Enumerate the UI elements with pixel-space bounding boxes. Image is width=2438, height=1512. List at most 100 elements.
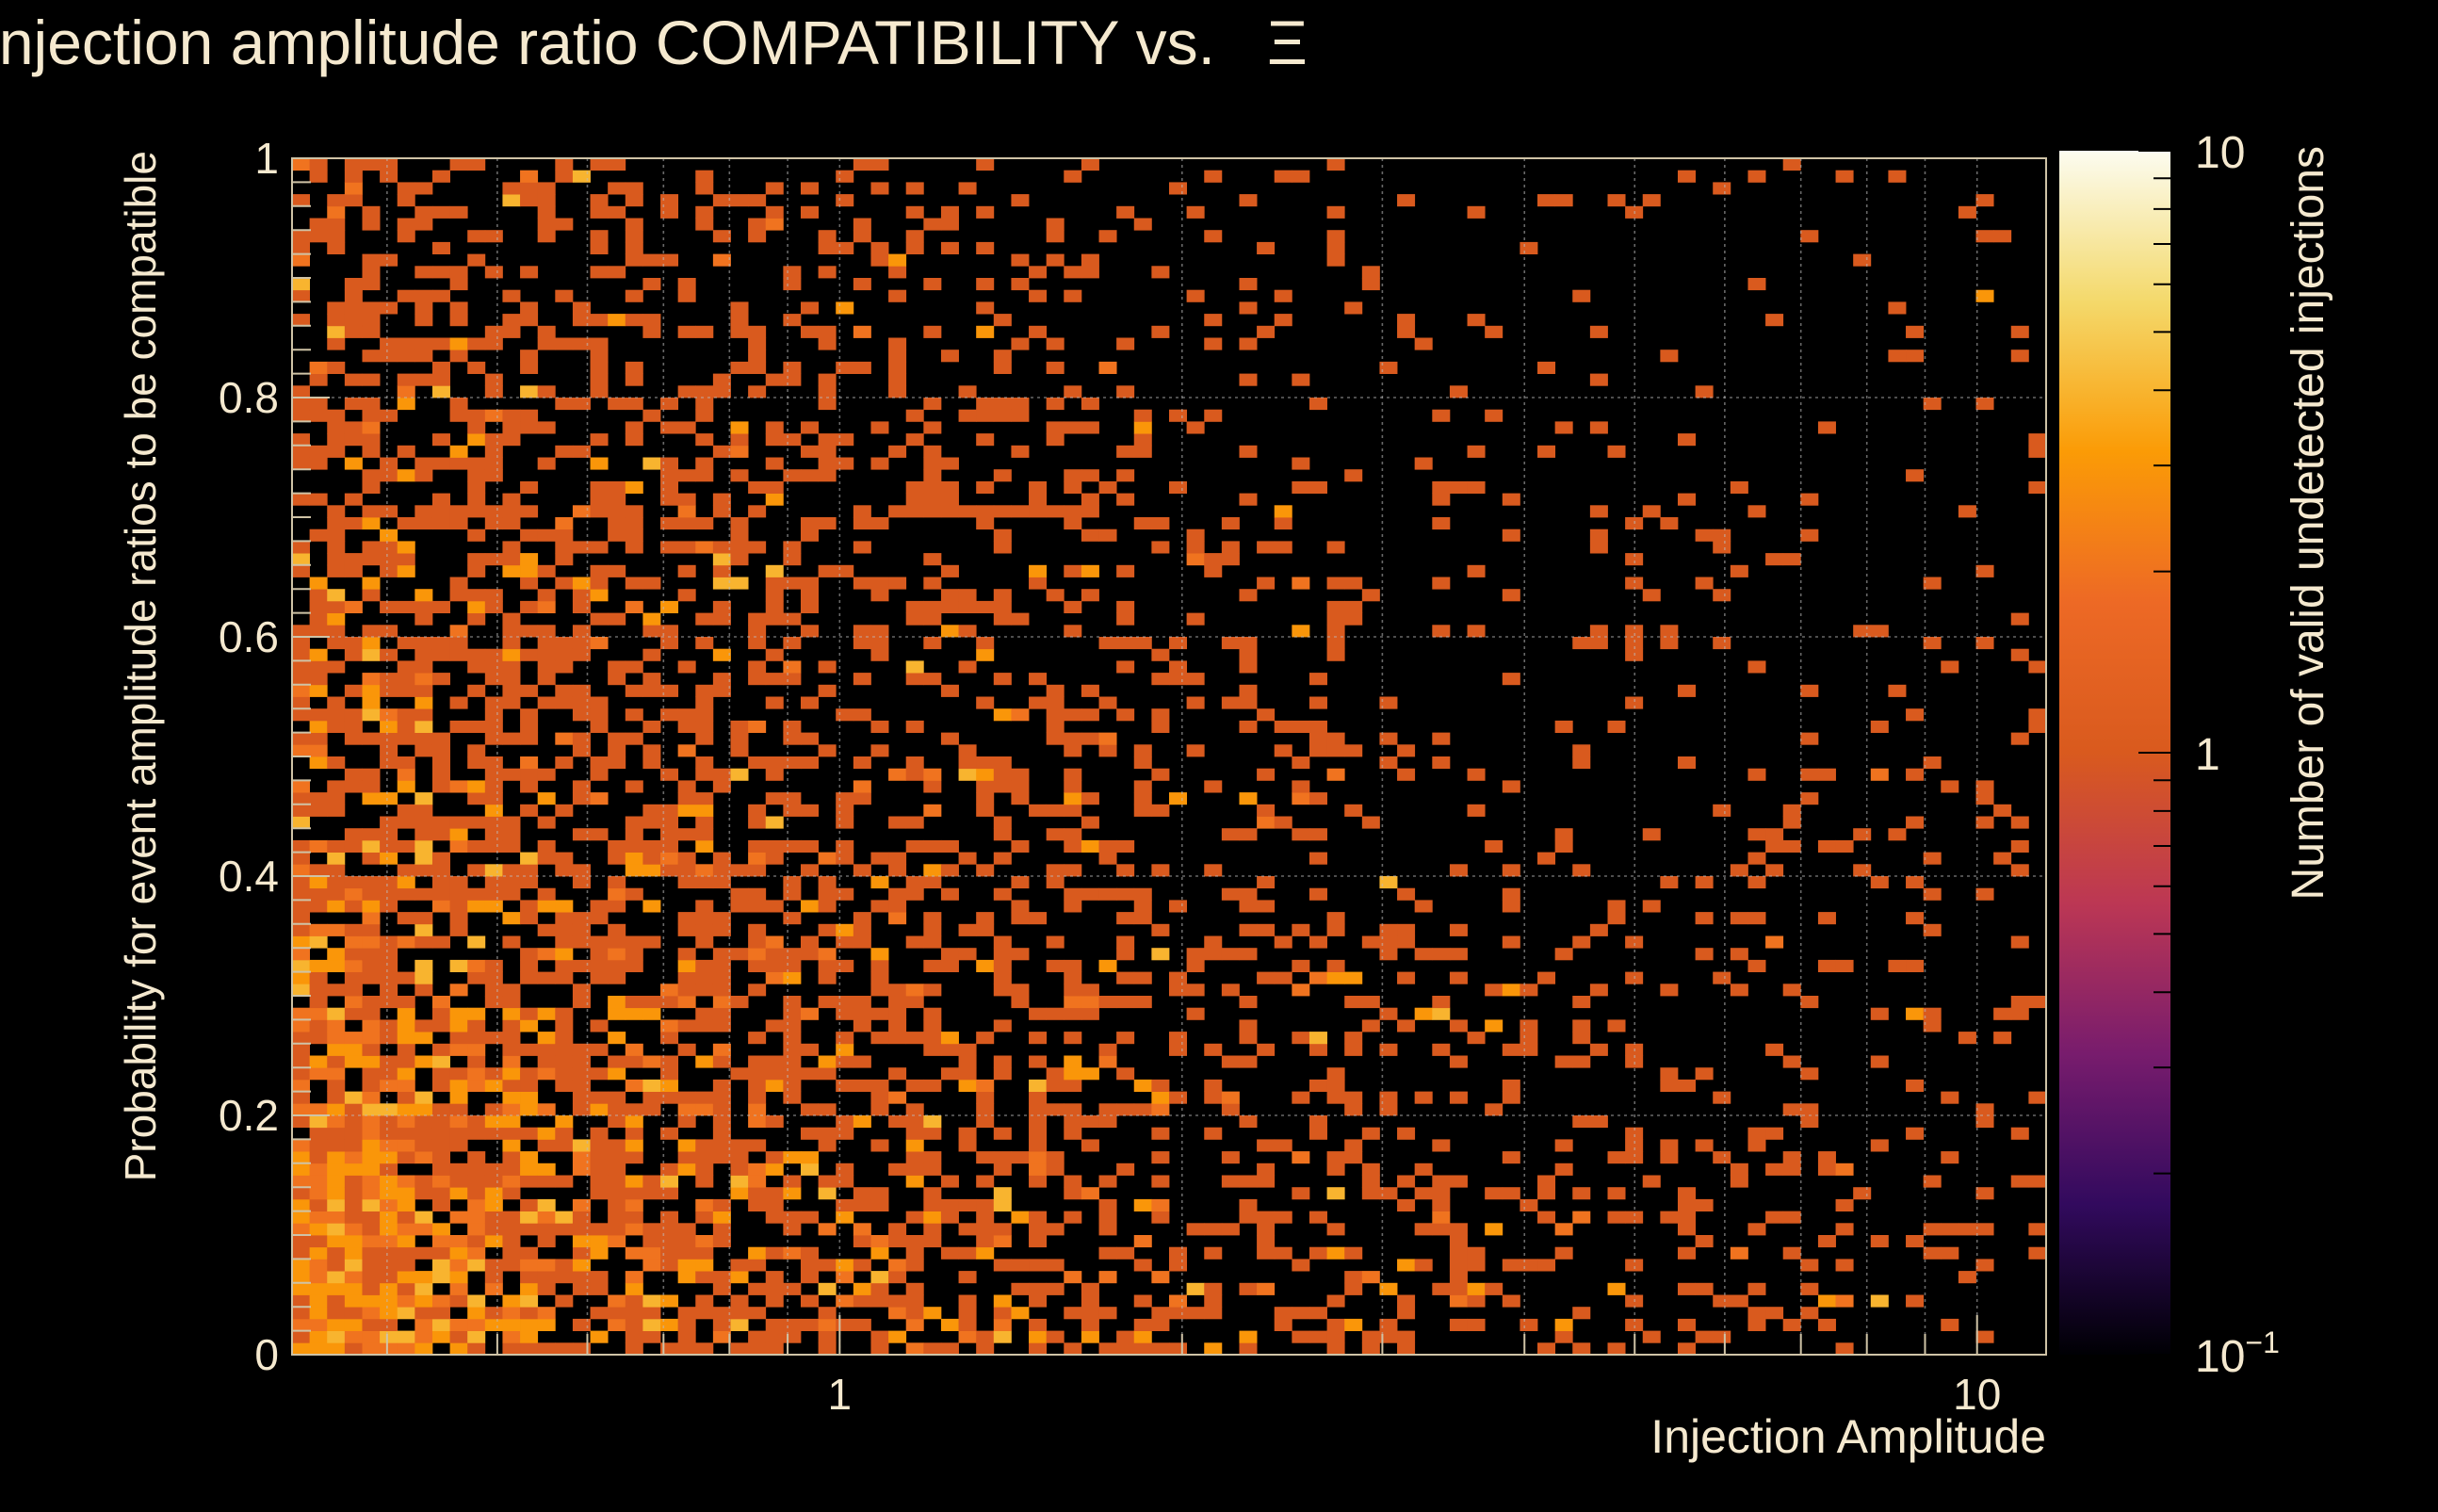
heatmap-cell bbox=[677, 1318, 696, 1331]
heatmap-cell bbox=[502, 684, 521, 697]
heatmap-cell bbox=[292, 816, 311, 829]
heatmap-cell bbox=[362, 1151, 381, 1164]
heatmap-cell bbox=[923, 480, 942, 494]
heatmap-cell bbox=[940, 218, 959, 231]
heatmap-cell bbox=[467, 600, 486, 613]
heatmap-cell bbox=[292, 971, 311, 984]
heatmap-cell bbox=[1853, 1187, 1872, 1200]
heatmap-cell bbox=[695, 541, 714, 554]
heatmap-cell bbox=[642, 1223, 661, 1236]
heatmap-cell bbox=[1326, 205, 1345, 219]
heatmap-cells bbox=[292, 158, 2047, 1356]
heatmap-cell bbox=[1344, 1318, 1363, 1331]
heatmap-cell bbox=[870, 1079, 889, 1092]
heatmap-cell bbox=[1817, 1151, 1836, 1164]
heatmap-cell bbox=[309, 804, 328, 817]
heatmap-cell bbox=[1064, 1211, 1082, 1224]
heatmap-cell bbox=[730, 194, 749, 207]
heatmap-cell bbox=[765, 852, 784, 865]
heatmap-cell bbox=[712, 1043, 731, 1056]
heatmap-cell bbox=[940, 480, 959, 494]
heatmap-cell bbox=[608, 528, 626, 542]
heatmap-cell bbox=[1397, 1342, 1416, 1356]
heatmap-cell bbox=[1011, 398, 1030, 411]
heatmap-cell bbox=[748, 1162, 767, 1176]
heatmap-cell bbox=[976, 1115, 995, 1129]
heatmap-cell bbox=[292, 912, 311, 925]
heatmap-cell bbox=[836, 1007, 854, 1020]
heatmap-cell bbox=[677, 923, 696, 936]
heatmap-cell bbox=[1064, 600, 1082, 613]
heatmap-cell bbox=[923, 553, 942, 566]
heatmap-cell bbox=[431, 205, 450, 219]
heatmap-cell bbox=[344, 278, 363, 291]
heatmap-cell bbox=[958, 1318, 977, 1331]
heatmap-cell bbox=[1011, 337, 1030, 350]
heatmap-cell bbox=[730, 1067, 749, 1081]
heatmap-cell bbox=[1046, 1079, 1065, 1092]
heatmap-cell bbox=[520, 720, 539, 733]
heatmap-cell bbox=[1432, 948, 1451, 961]
heatmap-cell bbox=[783, 839, 802, 853]
heatmap-cell bbox=[1397, 1019, 1416, 1032]
heatmap-cell bbox=[836, 1115, 854, 1129]
heatmap-cell bbox=[625, 361, 643, 374]
heatmap-cell bbox=[888, 1091, 907, 1104]
heatmap-cell bbox=[292, 1223, 311, 1236]
heatmap-cell bbox=[362, 792, 381, 805]
heatmap-cell bbox=[1326, 959, 1345, 972]
heatmap-cell bbox=[414, 923, 433, 936]
heatmap-cell bbox=[1449, 1091, 1468, 1104]
heatmap-cell bbox=[1695, 577, 1714, 590]
heatmap-cell bbox=[1677, 170, 1696, 183]
heatmap-cell bbox=[1835, 1198, 1854, 1211]
heatmap-cell bbox=[836, 1055, 854, 1068]
heatmap-cell bbox=[327, 1103, 346, 1116]
heatmap-cell bbox=[730, 996, 749, 1009]
heatmap-cell bbox=[414, 971, 433, 984]
heatmap-cell bbox=[431, 517, 450, 530]
heatmap-cell bbox=[1572, 1342, 1591, 1356]
heatmap-cell bbox=[1730, 1246, 1748, 1260]
heatmap-cell bbox=[572, 828, 591, 841]
heatmap-cell bbox=[853, 756, 871, 770]
heatmap-cell bbox=[783, 1282, 802, 1295]
heatmap-cell bbox=[2028, 708, 2047, 722]
heatmap-cell bbox=[344, 1246, 363, 1260]
heatmap-cell bbox=[836, 1294, 854, 1308]
heatmap-cell bbox=[431, 241, 450, 254]
heatmap-cell bbox=[958, 385, 977, 398]
heatmap-cell bbox=[993, 1151, 1012, 1164]
heatmap-cell bbox=[730, 301, 749, 315]
heatmap-cell bbox=[397, 1127, 415, 1140]
heatmap-cell bbox=[870, 1235, 889, 1248]
heatmap-cell bbox=[1975, 780, 1994, 793]
heatmap-cell bbox=[572, 684, 591, 697]
heatmap-cell bbox=[1326, 1067, 1345, 1081]
heatmap-cell bbox=[642, 1307, 661, 1320]
heatmap-cell bbox=[608, 314, 626, 327]
heatmap-cell bbox=[1449, 948, 1468, 961]
heatmap-cell bbox=[449, 1127, 468, 1140]
heatmap-cell bbox=[642, 314, 661, 327]
heatmap-cell bbox=[414, 708, 433, 722]
heatmap-cell bbox=[292, 696, 311, 709]
heatmap-cell bbox=[783, 1318, 802, 1331]
heatmap-cell bbox=[836, 852, 854, 865]
heatmap-cell bbox=[1029, 564, 1048, 577]
heatmap-cell bbox=[730, 445, 749, 458]
heatmap-cell bbox=[1520, 241, 1538, 254]
axes: 00.20.40.60.811 10 bbox=[219, 134, 2047, 1419]
heatmap-cell bbox=[414, 373, 433, 386]
heatmap-cell bbox=[1747, 170, 1766, 183]
heatmap-cell bbox=[1800, 1307, 1819, 1320]
heatmap-cell bbox=[520, 385, 539, 398]
heatmap-cell bbox=[1133, 900, 1152, 913]
heatmap-cell bbox=[870, 1246, 889, 1260]
heatmap-cell bbox=[555, 971, 574, 984]
heatmap-cell bbox=[976, 398, 995, 411]
heatmap-cell bbox=[431, 361, 450, 374]
heatmap-cell bbox=[1046, 1330, 1065, 1343]
heatmap-cell bbox=[853, 1282, 871, 1295]
heatmap-cell bbox=[1432, 1198, 1451, 1211]
